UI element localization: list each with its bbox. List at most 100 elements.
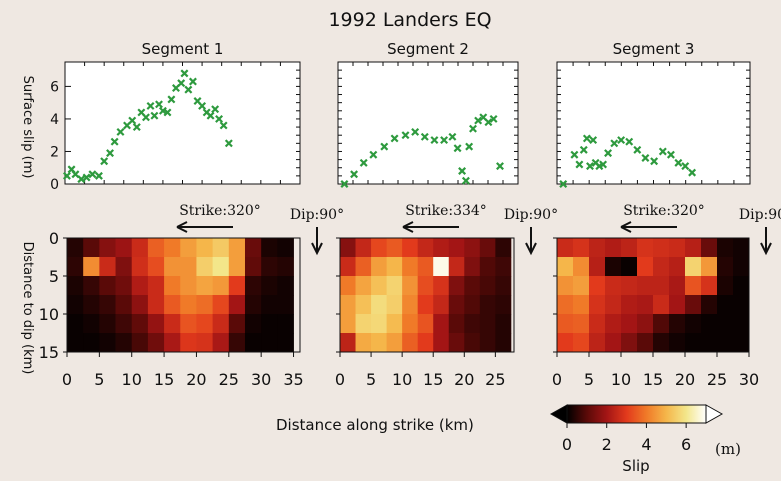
slip-cell (669, 314, 686, 334)
surface-slip-point (380, 142, 389, 151)
point-stroke (150, 111, 159, 120)
point-stroke (71, 170, 80, 179)
point-stroke (128, 116, 137, 125)
x-tick-label: 25 (707, 370, 727, 389)
y-tick-label: 5 (49, 267, 59, 286)
x-tick-label: 5 (94, 370, 104, 389)
point-stroke (215, 114, 224, 123)
surface-slip-point (688, 168, 697, 177)
slip-cell (637, 295, 654, 315)
slip-cell (386, 276, 403, 296)
slip-cell (386, 257, 403, 277)
point-stroke (224, 139, 233, 148)
surface-slip-point (674, 158, 683, 167)
surface-slip-point (198, 101, 207, 110)
point-stroke (340, 180, 349, 188)
slip-cell (196, 276, 214, 296)
surface-slip-point (658, 147, 667, 156)
slip-cell (573, 238, 590, 258)
slip-cell (67, 238, 84, 258)
slip-cell (355, 238, 372, 258)
slip-cell (131, 314, 149, 334)
slip-cell (637, 238, 654, 258)
slip-cell (669, 333, 686, 353)
point-stroke (359, 158, 368, 167)
point-stroke (88, 170, 97, 179)
slip-cell (448, 257, 465, 277)
slip-cell (637, 333, 654, 353)
slip-cell (371, 238, 388, 258)
slip-cell (621, 257, 638, 277)
point-stroke (193, 97, 202, 106)
slip-map-1: 0 5 10 15 20 25 30 35 0 5 10 15 Strike:320° Dip:90° (39, 203, 344, 389)
x-tick-label: 30 (251, 370, 271, 389)
x-tick-label: 0 (552, 370, 562, 389)
x-tick-label: 0 (335, 370, 345, 389)
slip-cell (417, 257, 434, 277)
point-stroke (461, 176, 470, 185)
slip-cell (386, 333, 403, 353)
slip-cell (99, 295, 116, 315)
surface-slip-point (440, 136, 449, 145)
slip-cell (277, 295, 294, 315)
dip-arrow-head-icon (525, 242, 537, 256)
slip-cell (573, 257, 590, 277)
surface-slip-point (650, 157, 659, 166)
colorbar-label: Slip (622, 457, 649, 475)
surface-slip-panel-3: Segment 3 (556, 40, 751, 188)
slip-cell (355, 276, 372, 296)
slip-cell (131, 295, 149, 315)
y-tick-label: 15 (39, 343, 59, 362)
point-stroke (681, 162, 690, 171)
slip-cell (464, 314, 481, 334)
strike-annotation: Strike:334° (405, 203, 487, 219)
point-stroke (582, 134, 591, 143)
slip-cell (67, 276, 84, 296)
slip-cell (717, 276, 734, 296)
slip-cell (479, 295, 496, 315)
slip-cell (573, 314, 590, 334)
point-stroke (206, 111, 215, 120)
surface-slip-panel-2: Segment 2 (337, 40, 519, 188)
slip-cell (621, 333, 638, 353)
slip-cell (99, 314, 116, 334)
surface-slip-point (461, 176, 470, 185)
slip-cell (355, 257, 372, 277)
point-stroke (116, 127, 125, 136)
slip-cell (717, 333, 734, 353)
slip-cell (277, 276, 294, 296)
slip-cell (621, 238, 638, 258)
point-stroke (141, 113, 150, 122)
surface-slip-point (496, 162, 504, 171)
surface-slip-point (484, 118, 493, 127)
slip-cell (99, 238, 116, 258)
slip-cell (448, 276, 465, 296)
slip-cell (701, 295, 718, 315)
surface-slip-point (586, 162, 594, 171)
surface-slip-point (215, 114, 224, 123)
point-stroke (82, 173, 91, 182)
slip-cell (448, 295, 465, 315)
point-stroke (146, 101, 155, 110)
surface-slip-point (146, 101, 155, 110)
slip-cell (371, 257, 388, 277)
slip-cell (685, 257, 702, 277)
slip-cell (261, 295, 278, 315)
slip-cell (164, 295, 181, 315)
y-tick-label: 4 (50, 112, 59, 128)
slip-cell (180, 257, 197, 277)
slip-cell (557, 333, 574, 353)
surface-slip-point (219, 121, 228, 130)
dip-annotation: Dip:90° (290, 207, 344, 223)
surface-slip-point (369, 150, 378, 159)
point-stroke (177, 79, 186, 88)
x-tick-label: 0 (62, 370, 72, 389)
surface-slip-point (633, 145, 642, 154)
slip-cell (340, 238, 356, 258)
slip-cell (669, 238, 686, 258)
point-stroke (599, 160, 608, 169)
dip-annotation: Dip:90° (504, 207, 558, 223)
surface-slip-point (211, 105, 220, 114)
slip-cell (605, 276, 622, 296)
point-stroke (453, 144, 462, 153)
